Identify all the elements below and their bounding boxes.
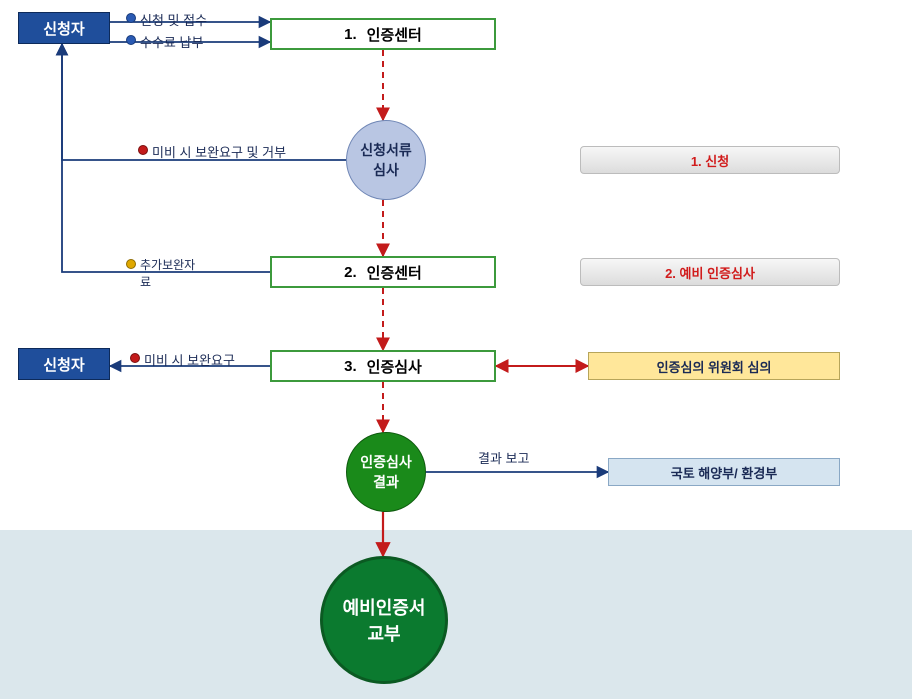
caption-text: 추가보완자료	[140, 258, 195, 289]
node-cert-center-1: 1. 인증센터	[270, 18, 496, 50]
node-label: 인증심의 위원회 심의	[657, 357, 772, 376]
node-review-result: 인증심사 결과	[346, 432, 426, 512]
caption-supplement-or-reject: 미비 시 보완요구 및 거부	[138, 142, 286, 161]
stage-button-2: 2. 예비 인증심사	[580, 258, 840, 286]
node-num: 3.	[344, 358, 357, 375]
node-label: 인증센터	[367, 24, 422, 45]
node-label: 인증심사	[367, 356, 422, 377]
caption-text: 결과 보고	[478, 451, 529, 466]
stage-label: 1. 신청	[691, 151, 729, 170]
stage-label: 2. 예비 인증심사	[665, 263, 755, 282]
node-label: 인증센터	[367, 262, 422, 283]
node-label: 인증심사 결과	[360, 452, 412, 492]
bullet-icon	[126, 35, 136, 45]
node-doc-review: 신청서류 심사	[346, 120, 426, 200]
node-num: 2.	[344, 264, 357, 281]
caption-text: 신청 및 접수	[140, 13, 207, 28]
stage-button-1: 1. 신청	[580, 146, 840, 174]
node-num: 1.	[344, 26, 357, 43]
node-cert-review: 3. 인증심사	[270, 350, 496, 382]
node-cert-center-2: 2. 인증센터	[270, 256, 496, 288]
node-applicant-2: 신청자	[18, 348, 110, 380]
bottom-band	[0, 530, 912, 699]
node-ministry: 국토 해양부/ 환경부	[608, 458, 840, 486]
diagram-canvas: { "layout": { "width": 912, "height": 69…	[0, 0, 912, 699]
caption-text: 미비 시 보완요구	[144, 353, 235, 368]
caption-fee: 수수료 납부	[126, 32, 203, 51]
node-label: 예비인증서 교부	[343, 594, 426, 646]
bullet-icon	[126, 13, 136, 23]
caption-apply: 신청 및 접수	[126, 10, 207, 29]
caption-additional-data: 추가보완자료	[126, 256, 198, 290]
bullet-icon	[130, 353, 140, 363]
caption-text: 미비 시 보완요구 및 거부	[152, 145, 286, 160]
node-label: 신청자	[43, 354, 84, 375]
caption-supplement-request: 미비 시 보완요구	[130, 350, 235, 369]
node-committee: 인증심의 위원회 심의	[588, 352, 840, 380]
node-label: 국토 해양부/ 환경부	[671, 463, 778, 482]
node-label: 신청자	[43, 18, 84, 39]
node-applicant-1: 신청자	[18, 12, 110, 44]
bullet-icon	[126, 259, 136, 269]
node-label: 신청서류 심사	[360, 140, 412, 180]
node-final-issue: 예비인증서 교부	[320, 556, 448, 684]
bullet-icon	[138, 145, 148, 155]
caption-result-report: 결과 보고	[478, 448, 529, 467]
caption-text: 수수료 납부	[140, 35, 203, 50]
